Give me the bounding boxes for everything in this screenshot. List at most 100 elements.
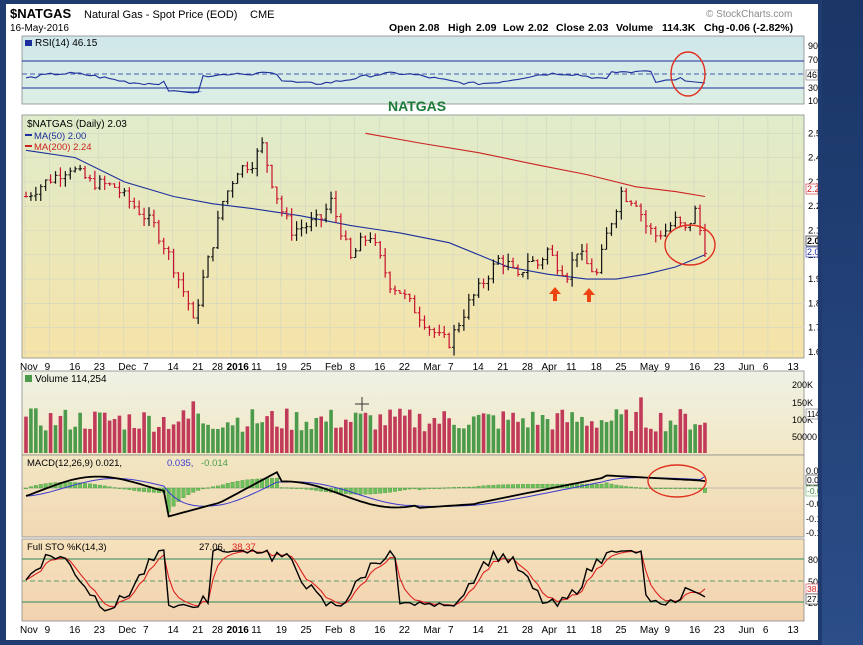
macd-hist-bar (476, 485, 481, 489)
macd-line (25, 470, 706, 518)
macd-hist-bar (196, 487, 201, 491)
volume-bar (211, 428, 215, 453)
volume-bar (688, 429, 692, 453)
x-axis-label: 23 (714, 362, 726, 373)
rsi-panel (21, 35, 805, 105)
annotation-natgas: NATGAS (388, 98, 446, 114)
volume-bar (270, 410, 274, 453)
macd-hist-bar (373, 487, 378, 494)
volume-bar (585, 425, 589, 453)
volume-bar (422, 431, 427, 453)
volume-bar (496, 428, 501, 453)
volume-bar (481, 413, 486, 453)
volume-bar (639, 397, 643, 453)
x-axis-label: Apr (542, 362, 558, 373)
macd-hist-bar (698, 487, 702, 490)
volume-bar (250, 409, 255, 453)
macd-hist-bar (58, 482, 63, 489)
price-legend: $NATGAS (Daily) 2.03 (27, 119, 127, 130)
x-axis-label: Mar (423, 362, 441, 373)
x-axis-label: 16 (374, 362, 386, 373)
macd-hist-bar (28, 486, 33, 489)
x-axis-label: 18 (591, 625, 603, 636)
macd-axis-tick: -0.10 (806, 514, 818, 524)
chg-value: -0.06 (-2.82%) (726, 22, 793, 34)
macd-hist-bar (422, 487, 427, 490)
macd-hist-bar (309, 487, 314, 491)
macd-hist-bar (575, 483, 579, 489)
volume-bar (368, 415, 373, 453)
volume-bar (157, 426, 161, 453)
volume-bar (668, 420, 673, 453)
volume-bar (166, 428, 171, 453)
macd-hist-bar (481, 485, 486, 489)
macd-hist-bar (461, 486, 466, 489)
volume-bar (348, 421, 353, 453)
price-panel (21, 114, 805, 359)
x-axis-label: 21 (497, 625, 509, 636)
chart-header: $NATGAS Natural Gas - Spot Price (EOD) C… (10, 6, 793, 34)
macd-hist-bar (437, 487, 442, 489)
x-axis-label: 16 (69, 625, 81, 636)
price-gridlines (22, 115, 804, 358)
volume-bar (314, 417, 319, 453)
x-axis-label: 6 (763, 362, 769, 373)
volume-bar (34, 408, 38, 453)
macd-hist-bar (604, 482, 609, 489)
x-axis-label: 18 (591, 362, 603, 373)
volume-bar (644, 427, 648, 453)
sto-d-line (25, 550, 706, 608)
volume-bar (506, 419, 510, 453)
macd-axis-tick: -0.15 (806, 528, 818, 538)
volume-bar (58, 415, 63, 453)
volume-bar (516, 421, 520, 453)
open-value: 2.08 (419, 22, 440, 34)
macd-hist-bar (78, 482, 83, 489)
rsi-line (25, 70, 706, 94)
macd-hist-bar (511, 484, 516, 489)
volume-bar (580, 416, 584, 453)
x-axis-label: 19 (276, 625, 288, 636)
volume-bar (191, 401, 196, 453)
x-axis-label: 9 (45, 625, 51, 636)
macd-hist-bar (629, 486, 634, 489)
close-badge: 2.03 (807, 236, 818, 246)
macd-hist-bar (442, 487, 447, 489)
macd-hist-bar (599, 483, 604, 489)
high-label: High (448, 22, 471, 34)
volume-bar (339, 427, 343, 453)
volume-bar (560, 409, 565, 453)
macd-hist-bar (383, 487, 388, 493)
macd-hist-bar (240, 480, 245, 489)
x-axis-label: 7 (143, 625, 149, 636)
macd-signal-legend: 0.035, (167, 458, 193, 469)
volume-bar (93, 411, 97, 453)
macd-hist-bar (402, 487, 407, 491)
volume-bar (629, 430, 633, 453)
macd-hist-bar (122, 487, 127, 490)
price-axis-tick: 2.3 (808, 177, 818, 188)
macd-hist-bar (88, 483, 92, 489)
rsi-axis-tick: 70 (808, 55, 818, 65)
description: Natural Gas - Spot Price (EOD) (84, 9, 237, 21)
x-axis-label: 25 (615, 625, 627, 636)
volume-bar (78, 412, 82, 453)
close-label: Close (556, 22, 585, 34)
volume-bar (447, 418, 451, 453)
value-badges: 46.15 2.24 2.03 2.00 114254 0.021 -0.014… (805, 69, 818, 605)
x-axis-label: Dec (118, 362, 136, 373)
macd-hist-bar (368, 487, 373, 495)
volume-axis-tick: 100K (792, 415, 813, 425)
macd-hist-bar (107, 486, 112, 489)
watermark: © StockCharts.com (706, 9, 792, 20)
macd-hist-bar (132, 487, 137, 491)
volume-bar (107, 420, 112, 453)
volume-bar (570, 412, 574, 453)
x-axis-label: 23 (714, 625, 726, 636)
ma200-badge: 2.24 (807, 184, 818, 194)
macd-hist-bar (614, 484, 619, 489)
volume-bar (427, 423, 432, 453)
macd-hist-bar (83, 483, 87, 489)
low-label: Low (503, 22, 525, 34)
volume-bar (540, 414, 545, 453)
